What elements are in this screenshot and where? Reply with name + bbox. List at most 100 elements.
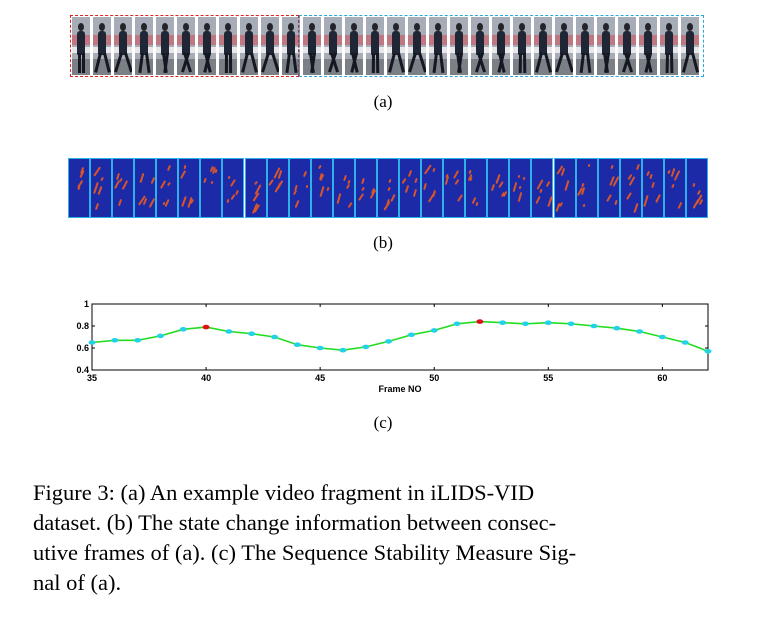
- caption-line-4: nal of (a).: [33, 570, 122, 595]
- state-change-tile: [399, 158, 422, 218]
- data-point: [248, 331, 256, 336]
- stability-signal-chart: 35 40 45 50 55 60 0.4 0.6 0.8 1 Frame NO: [76, 299, 712, 394]
- state-change-tile: [487, 158, 510, 218]
- highlight-point: [202, 324, 210, 330]
- subfigure-label-a: (a): [373, 92, 393, 111]
- video-frame: [429, 17, 447, 75]
- state-change-tile: [376, 158, 399, 218]
- video-frame: [261, 17, 279, 75]
- video-frame: [303, 17, 321, 75]
- stability-line: [91, 320, 709, 353]
- video-frame: [555, 17, 573, 75]
- data-point: [225, 329, 233, 334]
- state-change-tile: [421, 158, 444, 218]
- state-change-tile: [619, 158, 642, 218]
- state-change-tile: [310, 158, 333, 218]
- x-tick-label: 60: [657, 373, 667, 383]
- video-frame: [408, 17, 426, 75]
- state-change-tile: [354, 158, 377, 218]
- data-point: [385, 339, 393, 344]
- x-tick-label: 35: [87, 373, 97, 383]
- video-frame: [177, 17, 195, 75]
- data-point: [339, 347, 347, 353]
- state-change-tile: [68, 158, 90, 218]
- state-change-tile: [222, 158, 245, 218]
- data-point: [156, 333, 164, 339]
- x-tick-label: 45: [315, 373, 325, 383]
- caption-line-3: utive frames of (a). (c) The Sequence St…: [33, 540, 577, 565]
- state-change-tile: [112, 158, 135, 218]
- video-frame: [513, 17, 531, 75]
- state-change-tile: [465, 158, 488, 218]
- data-point: [430, 328, 438, 333]
- state-change-tile: [509, 158, 532, 218]
- y-tick-label: 0.4: [76, 365, 89, 375]
- video-frame: [345, 17, 363, 75]
- y-tick-label: 0.8: [76, 321, 89, 331]
- subfigure-label-b: (b): [373, 233, 393, 252]
- state-change-tile: [443, 158, 466, 218]
- state-change-tile: [134, 158, 157, 218]
- state-change-tile: [553, 158, 576, 218]
- video-frame: [618, 17, 636, 75]
- data-point: [88, 340, 96, 345]
- state-change-tile: [641, 158, 664, 218]
- state-change-strip: [68, 158, 708, 218]
- video-frame: [219, 17, 237, 75]
- video-frame: [534, 17, 552, 75]
- data-point: [658, 334, 666, 340]
- data-point: [613, 325, 621, 331]
- state-change-tile: [156, 158, 179, 218]
- data-point: [134, 338, 142, 343]
- data-point: [636, 329, 644, 334]
- video-frame: [324, 17, 342, 75]
- figure-caption: Figure 3: (a) An example video fragment …: [33, 478, 753, 598]
- data-point: [179, 327, 187, 332]
- x-tick-label: 50: [429, 373, 439, 383]
- y-tick-label: 0.6: [76, 343, 89, 353]
- state-change-tile: [332, 158, 355, 218]
- video-frame: [366, 17, 384, 75]
- data-point: [271, 334, 279, 340]
- video-frame: [387, 17, 405, 75]
- video-frame: [639, 17, 657, 75]
- video-frame: [156, 17, 174, 75]
- video-frame: [660, 17, 678, 75]
- video-frame: [72, 17, 90, 75]
- y-tick-label: 1: [84, 299, 89, 309]
- data-point: [362, 344, 370, 350]
- state-change-tile: [575, 158, 598, 218]
- video-frame: [135, 17, 153, 75]
- video-frame: [282, 17, 300, 75]
- data-point: [544, 320, 552, 325]
- highlight-point: [476, 319, 484, 324]
- video-frame: [492, 17, 510, 75]
- state-change-tile: [288, 158, 311, 218]
- highlight-box-blue: [299, 15, 704, 77]
- state-change-tile: [597, 158, 620, 218]
- video-frame: [597, 17, 615, 75]
- data-point: [704, 349, 712, 354]
- data-point: [407, 332, 415, 338]
- data-point: [499, 320, 507, 325]
- video-frame: [240, 17, 258, 75]
- x-tick-label: 55: [543, 373, 553, 383]
- highlight-box-red: [70, 15, 299, 77]
- video-frame: [114, 17, 132, 75]
- state-change-tile: [90, 158, 113, 218]
- plot-frame: [91, 303, 709, 371]
- state-change-tile: [200, 158, 223, 218]
- state-change-tile: [266, 158, 289, 218]
- x-tick-label: 40: [201, 373, 211, 383]
- video-frame: [93, 17, 111, 75]
- state-change-tile: [663, 158, 686, 218]
- caption-line-1: Figure 3: (a) An example video fragment …: [33, 480, 535, 505]
- data-point: [293, 342, 301, 347]
- data-point: [567, 321, 575, 327]
- video-frame: [681, 17, 699, 75]
- video-frame: [471, 17, 489, 75]
- video-frame: [576, 17, 594, 75]
- video-fragment-strip: [70, 15, 704, 77]
- state-change-tile: [685, 158, 708, 218]
- data-point: [681, 340, 689, 345]
